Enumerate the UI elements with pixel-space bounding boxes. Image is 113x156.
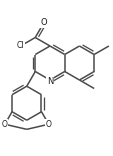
Text: N: N <box>46 77 53 86</box>
Text: O: O <box>40 18 47 27</box>
Text: O: O <box>45 120 51 129</box>
Text: Cl: Cl <box>17 41 24 51</box>
Text: O: O <box>2 120 8 129</box>
